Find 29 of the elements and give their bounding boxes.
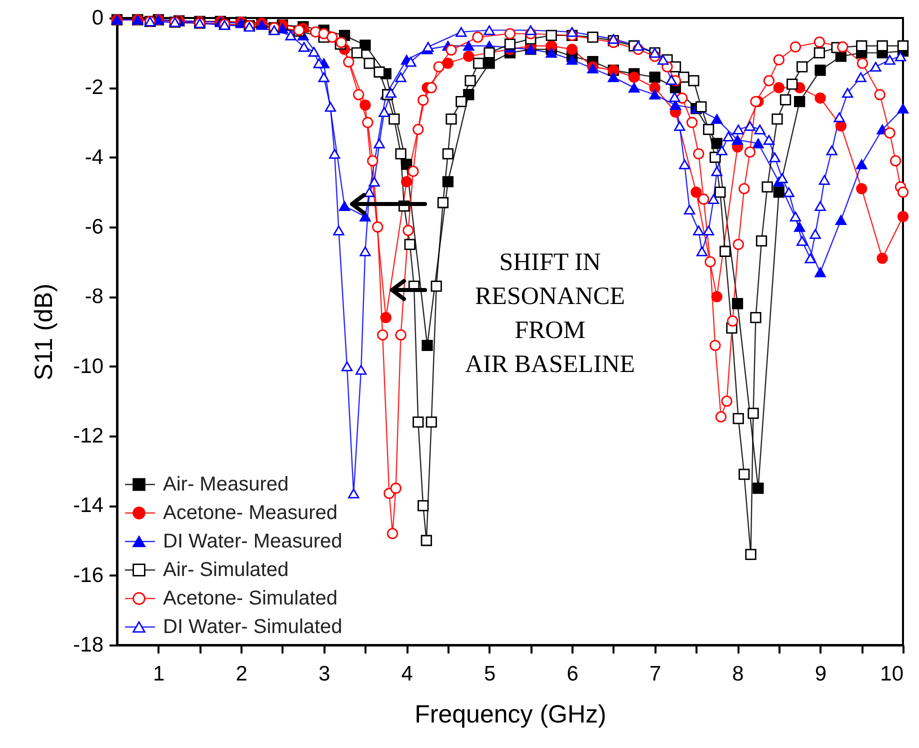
y-axis-title: S11 (dB) [30, 284, 58, 380]
y-tick-label: -16 [73, 564, 104, 587]
legend-label: Air- Simulated [163, 559, 289, 581]
y-tick-label: -10 [73, 354, 104, 378]
x-tick-label: 6 [566, 662, 578, 686]
y-tick-label: -14 [73, 494, 104, 518]
x-tick-label: 2 [236, 662, 248, 686]
annotation: SHIFT IN RESONANCE FROM AIR BASELINE [464, 249, 636, 378]
legend-label: Acetone- Measured [163, 502, 338, 524]
x-tick-label: 7 [649, 662, 662, 686]
y-tick-label: -12 [73, 424, 104, 448]
x-tick-label: 5 [484, 662, 496, 686]
y-tick-label: -18 [73, 634, 104, 656]
x-tick-label: 8 [732, 662, 744, 686]
x-tick-label: 4 [401, 662, 414, 686]
x-tick-label: 9 [814, 662, 827, 686]
x-axis-title: Frequency (GHz) [414, 700, 606, 728]
legend-label: DI Water- Simulated [163, 616, 342, 638]
y-tick-label: -8 [84, 285, 104, 308]
y-tick-label: -4 [84, 146, 104, 169]
legend-label: DI Water- Measured [163, 530, 342, 552]
y-tick-label: -6 [84, 216, 104, 238]
y-tick-label: 0 [92, 6, 104, 30]
legend-label: Acetone- Simulated [163, 588, 338, 610]
y-tick-label: -2 [84, 76, 104, 100]
x-tick-label: 1 [153, 662, 165, 686]
x-tick-label: 10 [880, 662, 904, 686]
x-tick-label: 3 [318, 662, 330, 686]
legend-label: Air- Measured [163, 474, 289, 496]
